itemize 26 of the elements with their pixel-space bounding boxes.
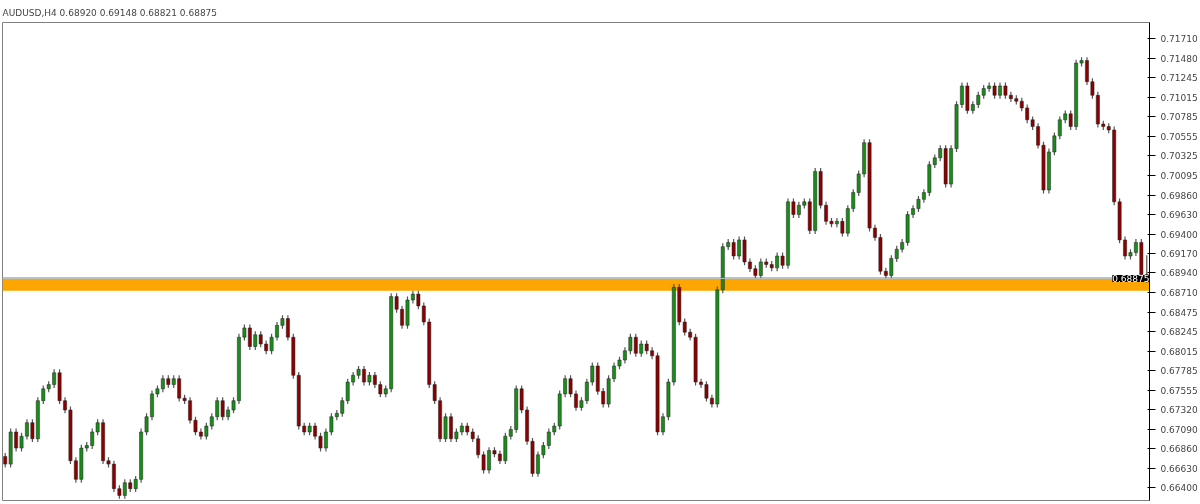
y-tick-label: 0.70555 [1160,131,1198,142]
y-tick-label: 0.67785 [1160,366,1198,377]
y-tick-label: 0.66630 [1160,463,1198,474]
y-tick-label: 0.66860 [1160,444,1198,455]
y-tick-label: 0.71015 [1160,92,1198,103]
y-tick-label: 0.67320 [1160,405,1198,416]
y-tick-label: 0.70325 [1160,151,1198,162]
y-tick-label: 0.67090 [1160,424,1198,435]
y-tick-label: 0.68940 [1160,268,1198,279]
y-tick-label: 0.69170 [1160,248,1198,259]
y-tick-label: 0.71480 [1160,53,1198,64]
chart-title: AUDUSD,H4 0.68920 0.69148 0.68821 0.68875 [2,7,218,18]
ref-line-label: 0.68875 [1112,273,1150,284]
y-tick-label: 0.69860 [1160,190,1198,201]
y-tick-label: 0.70095 [1160,170,1198,181]
y-tick-label: 0.68475 [1160,307,1198,318]
y-tick-label: 0.68245 [1160,327,1198,338]
y-tick-label: 0.68015 [1160,346,1198,357]
y-tick-label: 0.67555 [1160,385,1198,396]
y-tick-label: 0.68710 [1160,287,1198,298]
y-tick-label: 0.66400 [1160,483,1198,494]
y-tick-label: 0.71245 [1160,73,1198,84]
y-tick-label: 0.69630 [1160,210,1198,221]
y-tick-label: 0.71710 [1160,34,1198,45]
y-tick-label: 0.69400 [1160,229,1198,240]
y-tick-label: 0.70785 [1160,112,1198,123]
